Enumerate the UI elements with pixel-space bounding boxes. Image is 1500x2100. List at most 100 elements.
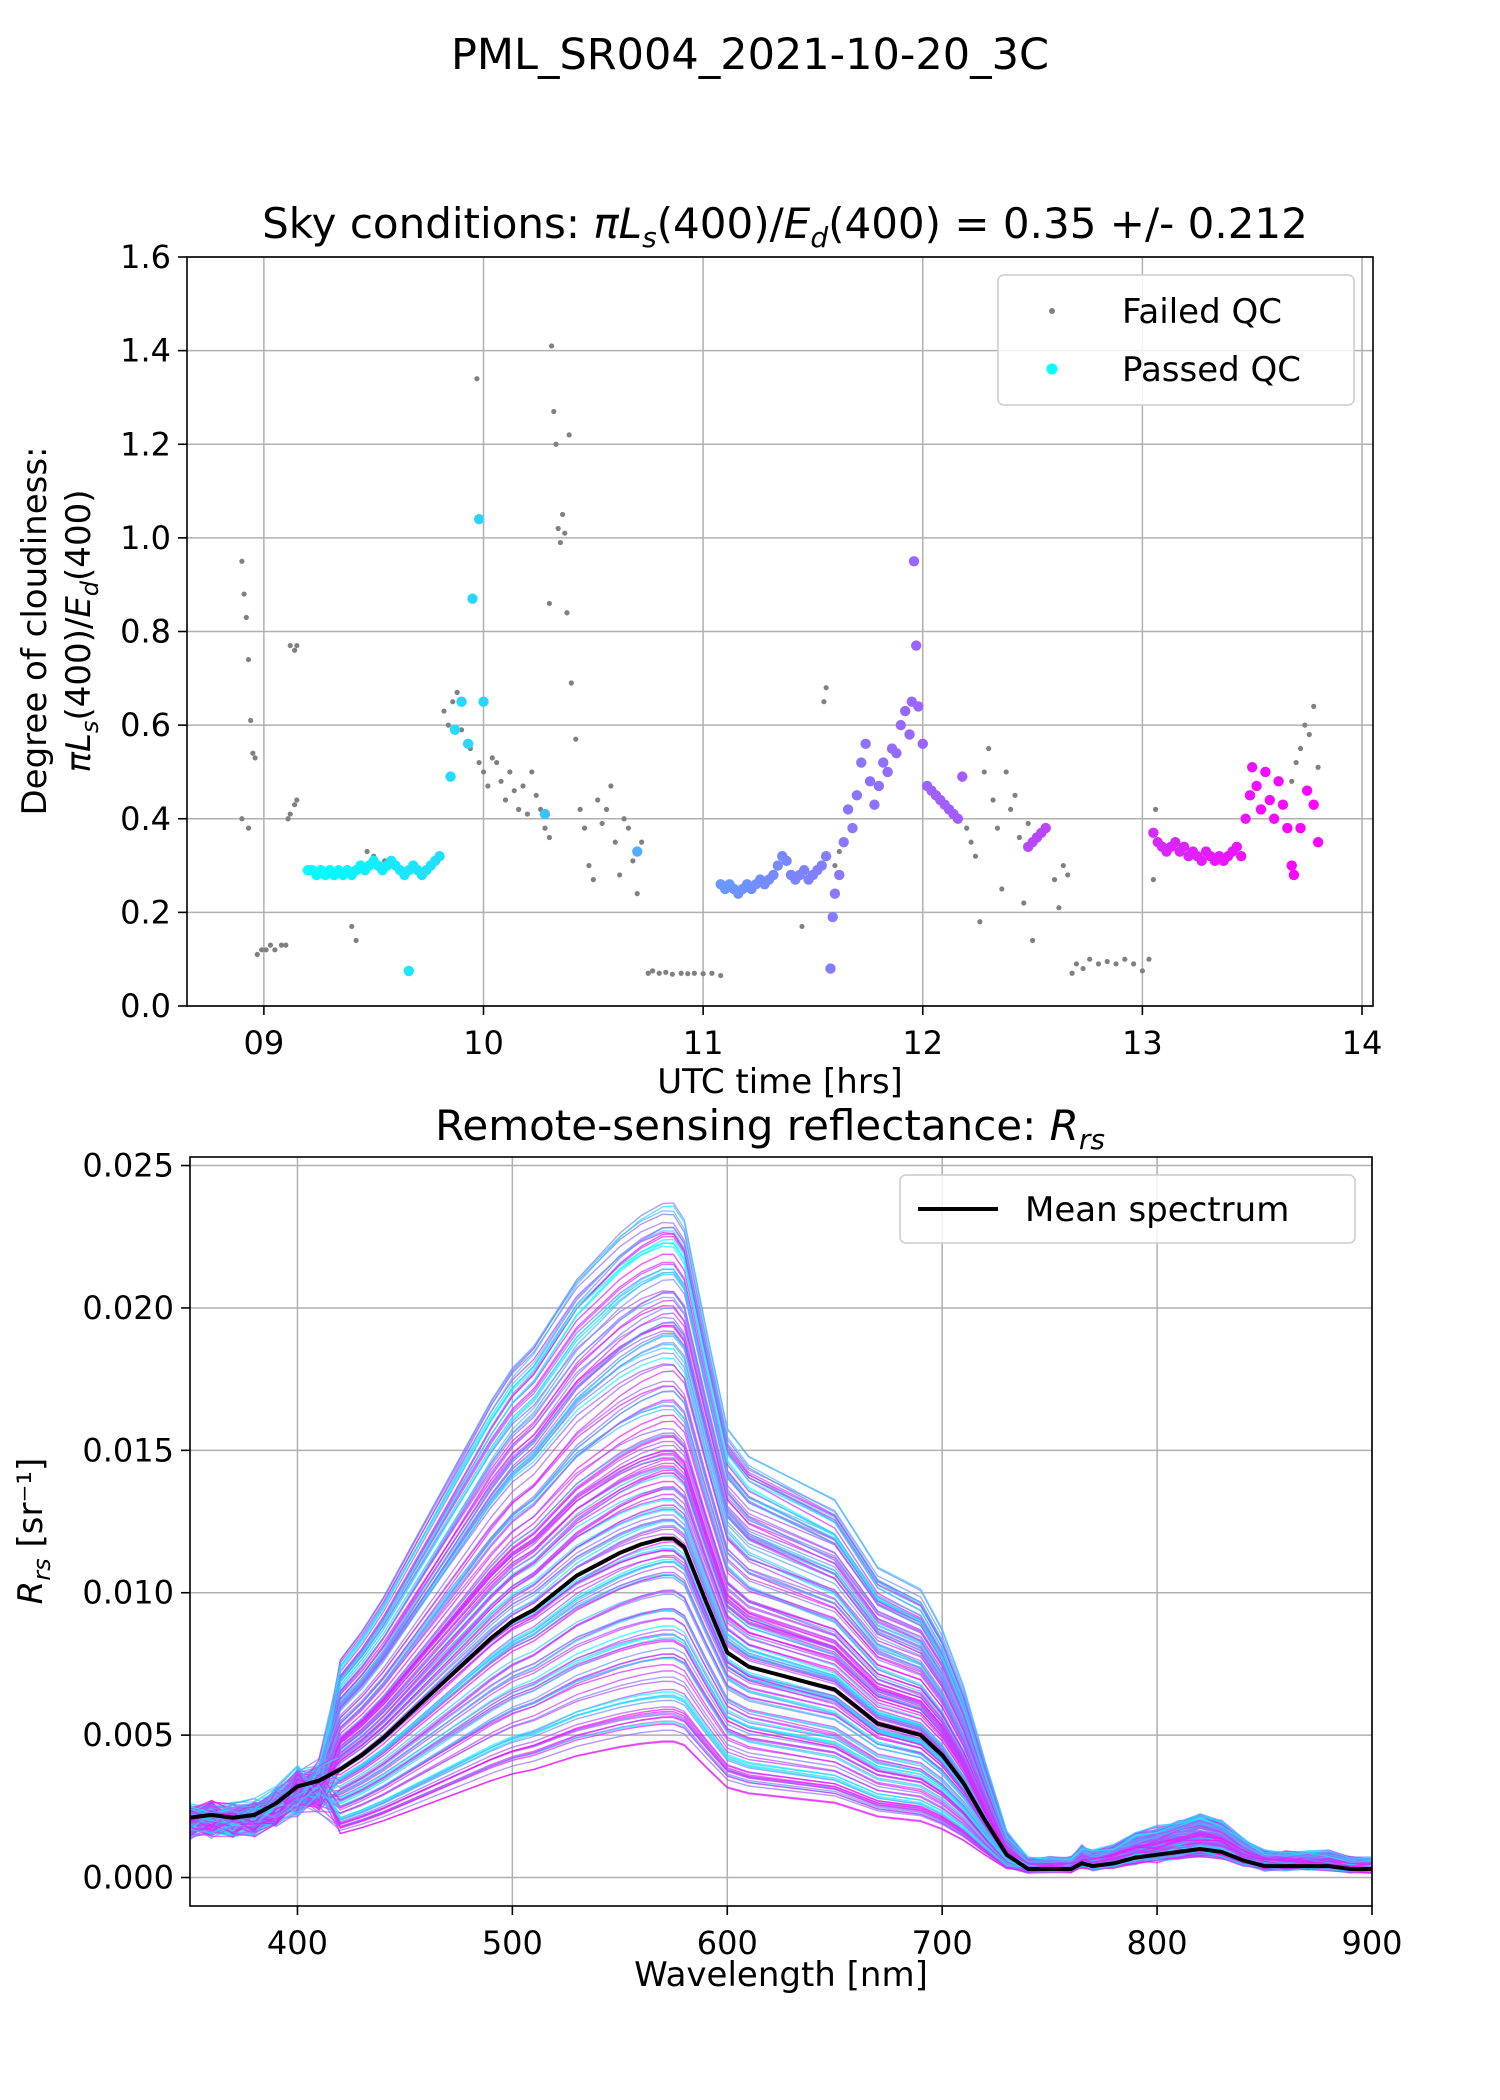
passed-qc-point <box>904 729 915 740</box>
failed-qc-point <box>292 802 298 808</box>
rrs-x-tick-label: 400 <box>267 1924 328 1962</box>
passed-qc-point <box>434 851 445 862</box>
failed-qc-point <box>1104 958 1110 965</box>
failed-qc-point <box>485 783 491 789</box>
failed-qc-point <box>986 745 992 752</box>
failed-qc-point <box>259 947 265 953</box>
rrs-x-tick-label: 800 <box>1127 1924 1188 1962</box>
passed-qc-point <box>882 766 893 778</box>
passed-qc-point <box>1273 776 1284 787</box>
failed-qc-point <box>283 942 289 948</box>
failed-qc-point <box>546 834 552 841</box>
failed-qc-point <box>599 820 605 827</box>
passed-qc-point <box>1308 799 1319 810</box>
failed-qc-point <box>799 923 805 930</box>
failed-qc-point <box>685 971 691 977</box>
passed-qc-point <box>908 556 920 567</box>
passed-qc-point <box>820 851 832 862</box>
failed-qc-point <box>595 797 601 803</box>
failed-qc-point <box>639 839 645 845</box>
passed-qc-point <box>891 748 902 759</box>
rrs-y-axis-label: Rrs [sr⁻¹] <box>11 1458 56 1605</box>
failed-qc-point <box>239 558 245 564</box>
passed-qc-point <box>895 719 906 731</box>
failed-qc-point <box>678 970 684 976</box>
failed-qc-point <box>700 971 706 977</box>
passed-qc-point <box>445 771 456 782</box>
failed-qc-point <box>656 970 662 976</box>
failed-qc-point <box>691 970 697 976</box>
failed-qc-point <box>1003 769 1009 775</box>
failed-qc-point <box>564 610 570 616</box>
failed-qc-point <box>990 797 996 803</box>
passed-qc-point <box>1170 836 1181 848</box>
rrs-x-tick-label: 900 <box>1341 1924 1402 1962</box>
failed-qc-point <box>1150 877 1156 883</box>
passed-qc-point <box>772 860 784 871</box>
failed-qc-point <box>248 717 254 724</box>
passed-qc-point <box>829 888 841 899</box>
passed-qc-point <box>1277 799 1289 810</box>
failed-qc-point <box>239 816 245 822</box>
passed-qc-point <box>913 701 924 712</box>
rrs-legend: Mean spectrum <box>899 1174 1356 1244</box>
failed-qc-point <box>1069 970 1075 976</box>
rrs-spectrum-line <box>190 1462 1372 1868</box>
failed-qc-point <box>524 811 531 817</box>
failed-qc-point <box>533 792 539 798</box>
failed-qc-point <box>349 923 355 930</box>
passed-qc-point <box>462 738 474 750</box>
rrs-y-ticks: 0.000 0.005 0.010 0.015 0.020 0.025 <box>82 1147 190 1897</box>
failed-qc-point <box>573 736 579 742</box>
failed-qc-point <box>450 699 456 705</box>
sky-y-tick-label: 1.6 <box>120 238 171 276</box>
failed-qc-point <box>1012 792 1018 798</box>
rrs-legend-box <box>899 1174 1356 1244</box>
rrs-spectrum-line <box>190 1427 1372 1866</box>
passed-qc-point <box>842 804 854 815</box>
rrs-x-ticks: 400 500 600 700 800 900 <box>267 1906 1403 1962</box>
rrs-spectrum-line <box>190 1434 1372 1866</box>
rrs-axes-frame <box>189 1156 1373 1907</box>
failed-qc-point <box>1095 961 1102 967</box>
rrs-title: Remote-sensing reflectance: Rrs <box>435 1101 1105 1156</box>
failed-qc-point <box>625 825 632 831</box>
passed-qc-point <box>478 696 489 707</box>
failed-qc-point <box>287 642 293 649</box>
passed-qc-point <box>1196 855 1207 867</box>
failed-qc-point <box>278 942 285 948</box>
failed-qc-point <box>577 806 583 812</box>
rrs-plot: Remote-sensing reflectance: Rrs 400 500 60… <box>11 1101 1403 1995</box>
failed-qc-point <box>1293 759 1299 766</box>
sky-y-tick-label: 1.2 <box>120 425 171 463</box>
sky-y-tick-label: 1.0 <box>120 519 171 557</box>
rrs-spectrum-line <box>190 1278 1372 1864</box>
sky-conditions-plot: Sky conditions: πLs(400)/Ed(400) = 0.35 … <box>15 199 1382 1102</box>
figure-title: PML_SR004_2021-10-20_3C <box>450 30 1049 80</box>
failed-qc-point <box>608 783 614 789</box>
sky-legend-box <box>997 274 1355 406</box>
passed-qc-point <box>632 846 643 857</box>
passed-qc-point <box>847 822 858 834</box>
passed-qc-point <box>1231 841 1243 853</box>
failed-qc-point <box>489 755 495 761</box>
sky-y-tick-label: 0.4 <box>120 800 171 838</box>
sky-y-axis-label-line2: πLs(400)/Ed(400) <box>59 490 104 773</box>
failed-qc-point <box>458 727 465 733</box>
rrs-x-tick-label: 600 <box>697 1924 758 1962</box>
failed-qc-point <box>1065 872 1071 878</box>
passed-qc-point <box>1251 780 1262 792</box>
sky-conditions-title: Sky conditions: πLs(400)/Ed(400) = 0.35 … <box>262 199 1308 254</box>
rrs-y-tick-label: 0.010 <box>82 1574 174 1612</box>
sky-y-axis-label-line1: Degree of cloudiness: <box>15 446 55 815</box>
failed-qc-point <box>507 769 513 775</box>
failed-qc-point <box>1297 745 1304 752</box>
rrs-y-tick-label: 0.015 <box>82 1431 174 1469</box>
failed-qc-point <box>294 797 300 803</box>
passed-qc-point <box>873 780 885 792</box>
failed-qc-point <box>1315 764 1321 770</box>
failed-qc-point <box>709 970 715 976</box>
failed-qc-point <box>968 839 974 845</box>
passed-qc-point <box>899 705 911 717</box>
